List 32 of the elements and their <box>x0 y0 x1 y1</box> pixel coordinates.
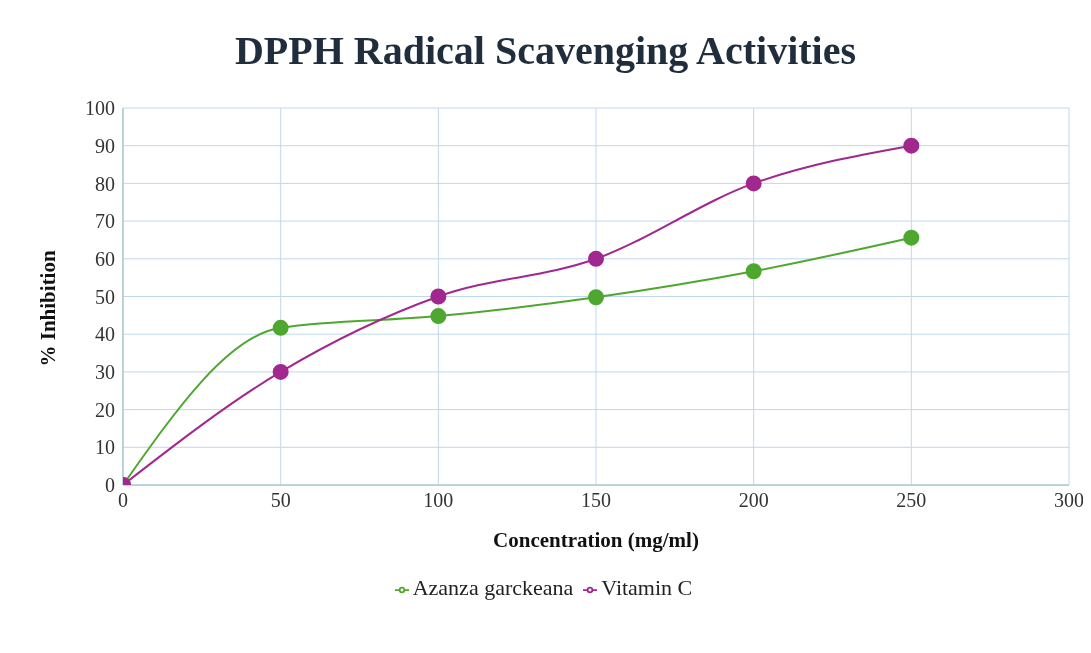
point <box>430 308 447 325</box>
y-tick-label: 30 <box>95 361 115 383</box>
y-tick-label: 80 <box>95 172 115 195</box>
x-tick-label: 300 <box>1054 489 1084 512</box>
x-tick-label: 150 <box>581 489 611 512</box>
y-tick-label: 20 <box>95 398 115 421</box>
x-tick-label: 200 <box>738 489 769 512</box>
x-tick-label: 50 <box>270 489 291 512</box>
point <box>272 319 289 336</box>
point <box>430 288 447 305</box>
y-axis-title: % Inhibition <box>36 250 61 367</box>
point <box>272 363 289 380</box>
y-tick-label: 40 <box>95 323 115 346</box>
point <box>588 289 604 306</box>
y-tick-label: 0 <box>105 474 115 497</box>
y-tick-label: 100 <box>85 97 115 120</box>
y-tick-label: 60 <box>95 247 115 270</box>
chart-title: DPPH Radical Scavenging Activities <box>233 27 858 75</box>
x-axis-title: Concentration (mg/ml) <box>493 528 699 552</box>
y-tick-label: 90 <box>95 134 115 157</box>
y-tick-label: 70 <box>95 210 115 233</box>
point <box>903 229 920 246</box>
point <box>745 175 762 192</box>
y-tick-label: 10 <box>95 436 115 459</box>
point <box>745 263 762 280</box>
y-tick-label: 50 <box>95 285 115 308</box>
x-tick-label: 250 <box>896 489 927 512</box>
x-tick-label: 100 <box>423 489 454 512</box>
legend-label: Azanza garckeana <box>412 575 574 600</box>
point <box>588 250 604 267</box>
point <box>903 137 920 154</box>
legend-label: Vitamin C <box>601 575 693 600</box>
